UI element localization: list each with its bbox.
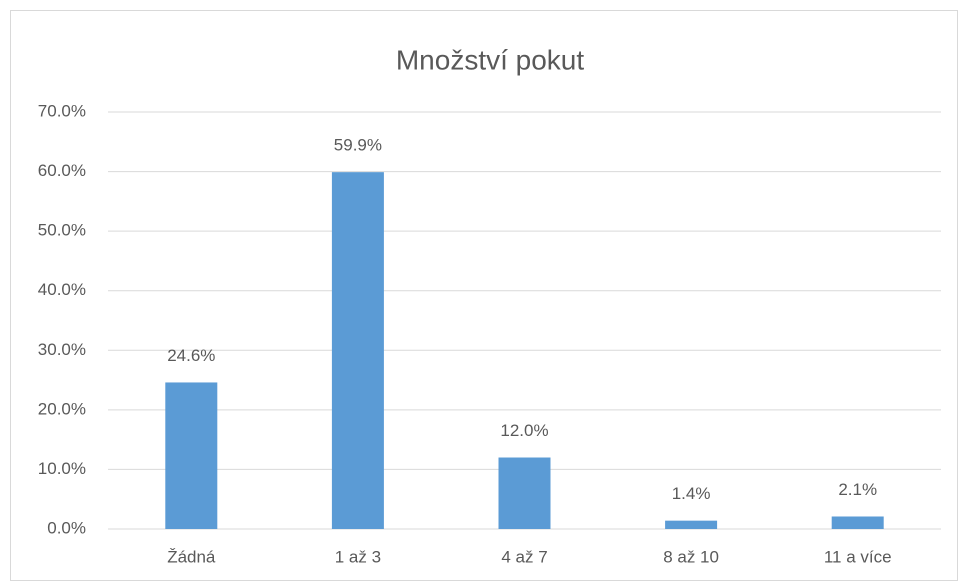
bar [498, 457, 551, 529]
bar [665, 520, 718, 529]
x-tick-label: 4 až 7 [501, 547, 547, 566]
y-tick-label: 50.0% [38, 221, 86, 240]
data-label: 1.4% [672, 484, 711, 503]
x-tick-label: Žádná [167, 547, 216, 566]
data-label: 59.9% [334, 136, 382, 155]
y-tick-label: 20.0% [38, 399, 86, 418]
chart-frame [10, 10, 958, 581]
data-label: 24.6% [167, 346, 215, 365]
y-tick-label: 10.0% [38, 459, 86, 478]
chart-title: Množství pokut [396, 44, 585, 75]
y-tick-label: 0.0% [47, 518, 86, 537]
data-label: 2.1% [838, 480, 877, 499]
x-tick-label: 11 a více [824, 547, 892, 566]
y-tick-label: 60.0% [38, 161, 86, 180]
bar [831, 516, 884, 529]
data-label: 12.0% [500, 421, 548, 440]
bar [165, 382, 218, 529]
bar [331, 172, 384, 529]
y-tick-label: 30.0% [38, 340, 86, 359]
y-tick-label: 40.0% [38, 280, 86, 299]
x-tick-label: 1 až 3 [335, 547, 381, 566]
x-tick-label: 8 až 10 [663, 547, 719, 566]
y-tick-label: 70.0% [38, 101, 86, 120]
